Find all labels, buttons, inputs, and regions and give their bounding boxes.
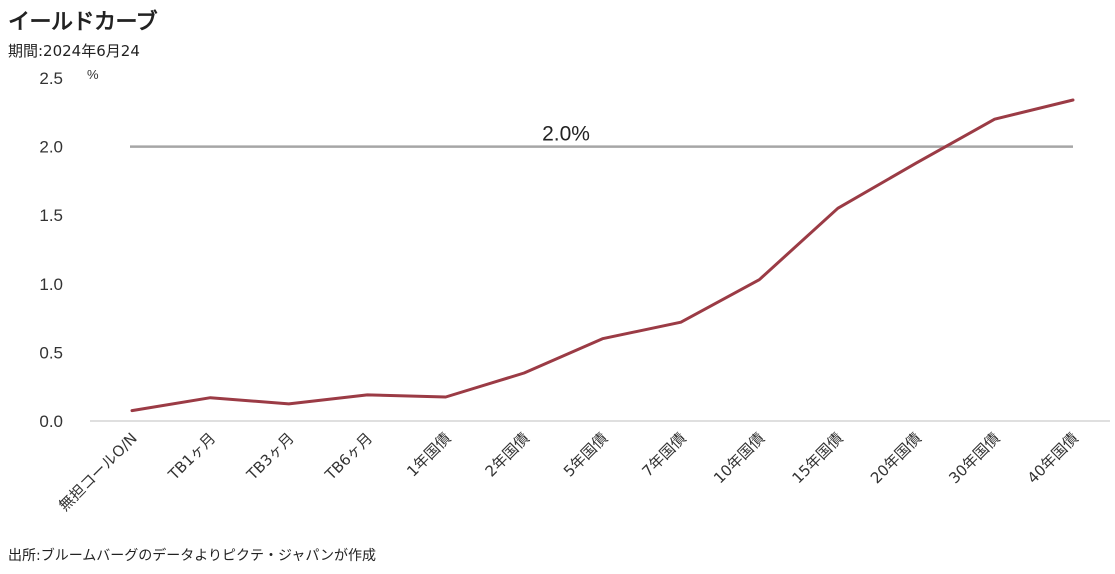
y-tick-label: 0.0	[39, 412, 63, 431]
y-tick-label: 0.5	[39, 343, 63, 362]
y-tick-label: 1.0	[39, 275, 63, 294]
x-tick-label: 無担コールO/N	[55, 429, 141, 515]
chart-title: イールドカーブ	[8, 10, 158, 35]
x-tick-label: 2年国債	[482, 429, 533, 480]
x-tick-label: 20年国債	[867, 429, 925, 487]
y-tick-label: 1.5	[39, 206, 63, 225]
chart-subtitle: 期間:2024年6月24	[8, 42, 140, 60]
x-tick-label: TB6ヶ月	[321, 429, 376, 484]
source-note: 出所:ブルームバーグのデータよりピクテ・ジャパンが作成	[8, 548, 377, 564]
x-tick-label: 40年国債	[1024, 429, 1082, 487]
x-tick-label: 7年国債	[638, 429, 689, 480]
x-axis: 無担コールO/N TB1ヶ月 TB3ヶ月 TB6ヶ月 1年国債 2年国債 5年国債 7年国債 1…	[55, 429, 1082, 515]
x-tick-label: 5年国債	[560, 429, 611, 480]
y-axis-unit: %	[87, 67, 99, 82]
y-tick-label: 2.0	[39, 138, 63, 157]
y-tick-label: 2.5	[39, 69, 63, 88]
x-tick-label: 1年国債	[403, 429, 454, 480]
reference-line-label: 2.0%	[542, 123, 590, 146]
x-tick-label: 15年国債	[789, 429, 847, 487]
x-tick-label: 10年国債	[710, 429, 768, 487]
x-tick-label: 30年国債	[945, 429, 1003, 487]
x-tick-label: TB3ヶ月	[243, 429, 298, 484]
x-tick-label: TB1ヶ月	[164, 429, 219, 484]
series-group	[130, 98, 1075, 413]
y-axis: 0.0 0.5 1.0 1.5 2.0 2.5	[39, 69, 63, 431]
